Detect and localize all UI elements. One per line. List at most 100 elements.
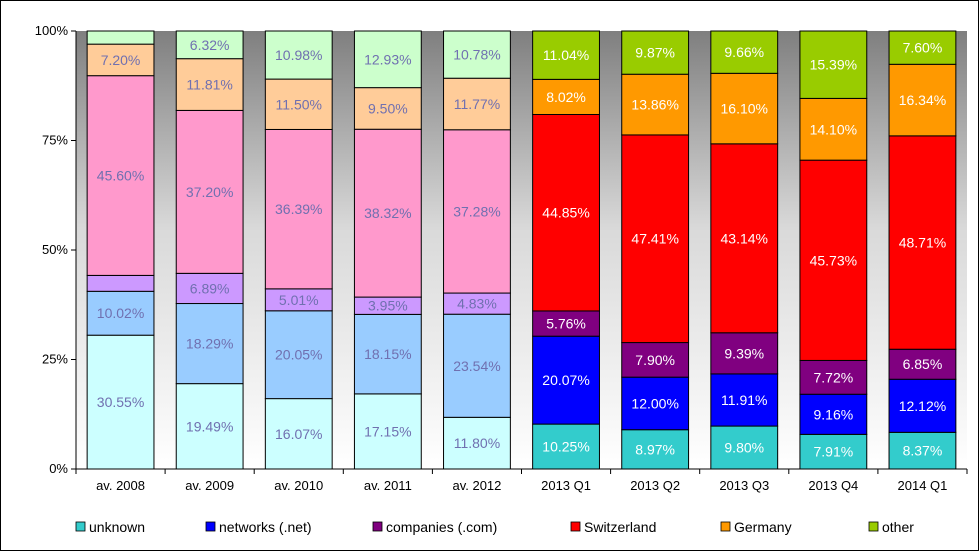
legend-label: networks (.net) [219, 519, 312, 535]
x-tick-label: av. 2008 [96, 478, 145, 493]
data-label: 9.39% [724, 345, 764, 361]
bar-segment [621, 134, 690, 344]
data-label: 5.01% [279, 292, 319, 308]
data-label: 6.85% [903, 356, 943, 372]
bar-segment [353, 87, 422, 130]
bar-segment [710, 425, 779, 470]
y-tick-label: 50% [42, 242, 68, 257]
bar-segment [443, 129, 511, 294]
data-label: 20.07% [542, 372, 589, 388]
data-label: 9.16% [813, 406, 853, 422]
data-label: 11.80% [454, 435, 500, 451]
x-tick-label: 2013 Q1 [541, 478, 591, 493]
data-label: 3.95% [368, 298, 408, 314]
data-label: 9.87% [635, 45, 675, 61]
data-label: 11.50% [276, 96, 322, 112]
legend-swatch [205, 521, 216, 532]
bar-segment [710, 143, 779, 334]
data-label: 36.39% [275, 201, 322, 217]
data-label: 9.80% [724, 440, 764, 456]
bar-segment [532, 30, 600, 80]
data-label: 45.73% [810, 252, 857, 268]
data-label: 11.81% [186, 77, 232, 93]
data-label: 38.32% [364, 205, 411, 221]
bar-segment [353, 128, 422, 298]
bar-segment [353, 30, 422, 89]
bar-segment [175, 58, 244, 111]
data-label: 30.55% [97, 394, 144, 410]
data-label: 19.49% [186, 418, 233, 434]
data-label: 6.32% [190, 37, 230, 53]
bar-segment [621, 30, 690, 75]
bar-segment [264, 128, 333, 290]
data-label: 44.85% [542, 205, 589, 221]
bar-segment [175, 383, 244, 470]
data-label: 43.14% [721, 230, 768, 246]
x-tick-label: av. 2009 [185, 478, 234, 493]
bar-segment [264, 398, 333, 470]
legend-label: other [882, 519, 914, 535]
data-label: 9.50% [368, 100, 408, 116]
y-tick-label: 25% [42, 352, 68, 367]
data-label: 18.29% [186, 336, 233, 352]
bar-segment [888, 348, 957, 380]
data-label: 10.02% [97, 305, 144, 321]
data-label: 8.37% [903, 443, 943, 459]
data-label: 23.54% [453, 358, 500, 374]
data-label: 7.91% [813, 444, 853, 460]
data-label: 47.41% [631, 231, 678, 247]
bar-segment [264, 30, 333, 80]
data-label: 7.20% [101, 52, 141, 68]
bar-segment [621, 73, 690, 136]
bar-segment [799, 359, 868, 395]
x-tick-label: av. 2011 [364, 478, 412, 493]
data-label: 13.86% [631, 97, 678, 113]
y-tick-label: 0% [49, 461, 68, 476]
data-label: 10.98% [275, 47, 322, 63]
x-tick-label: av. 2012 [452, 478, 501, 493]
y-tick-label: 75% [42, 133, 68, 148]
legend-swatch [372, 521, 383, 532]
x-tick-label: av. 2010 [274, 478, 323, 493]
data-label: 37.20% [186, 184, 233, 200]
bar-segment [175, 109, 244, 274]
bar-segment [532, 335, 600, 425]
data-label: 18.15% [364, 346, 411, 362]
data-label: 8.97% [635, 441, 675, 457]
bar-segment [86, 274, 155, 292]
data-label: 7.90% [635, 352, 675, 368]
legend-swatch [75, 521, 86, 532]
data-label: 10.78% [453, 47, 500, 63]
bar-segment [710, 373, 779, 427]
bar-segment [532, 78, 600, 115]
bar-segment [621, 342, 690, 378]
data-label: 8.02% [546, 89, 586, 105]
data-label: 9.66% [724, 44, 764, 60]
bar-segment [443, 30, 511, 79]
legend-label: companies (.com) [386, 519, 497, 535]
legend-label: Switzerland [584, 519, 656, 535]
bar-segment [86, 75, 155, 276]
data-label: 15.39% [810, 57, 857, 73]
bar-segment [175, 30, 244, 60]
legend-swatch [868, 521, 879, 532]
bar-segment [264, 310, 333, 400]
legend-swatch [570, 521, 581, 532]
data-label: 5.76% [546, 316, 586, 332]
bar-segment [888, 378, 957, 433]
data-label: 37.28% [453, 203, 500, 219]
legend-label: Germany [734, 519, 792, 535]
data-label: 7.60% [903, 40, 943, 56]
legend-swatch [720, 521, 731, 532]
data-label: 7.72% [813, 369, 853, 385]
data-label: 10.25% [542, 439, 589, 455]
bar-segment [799, 393, 868, 435]
bar-segment [621, 376, 690, 431]
bar-segment [888, 30, 957, 65]
data-label: 17.15% [364, 423, 411, 439]
data-label: 16.34% [899, 92, 946, 108]
x-tick-label: 2014 Q1 [898, 478, 948, 493]
bar-segment [710, 30, 779, 74]
